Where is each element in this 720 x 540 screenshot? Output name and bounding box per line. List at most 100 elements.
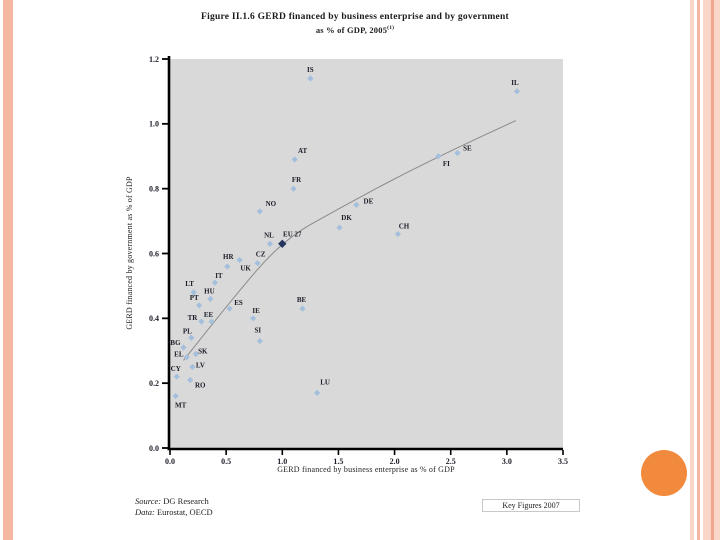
data-point-label-CH: CH xyxy=(399,223,410,231)
data-point-label-BG: BG xyxy=(170,339,181,347)
data-point-EL xyxy=(183,354,190,361)
data-point-PL xyxy=(188,334,195,341)
figure-title-line1: Figure II.1.6 GERD financed by business … xyxy=(201,12,509,22)
data-point-HR xyxy=(224,263,231,270)
data-point-label-DE: DE xyxy=(364,197,374,205)
x-tick-label: 2.5 xyxy=(446,457,456,466)
data-point-UK xyxy=(236,256,243,264)
x-tick-label: 0.0 xyxy=(165,457,175,466)
data-text: Eurostat, OECD xyxy=(156,507,213,517)
data-point-label-RO: RO xyxy=(195,381,206,389)
data-point-label-FR: FR xyxy=(292,176,302,184)
data-point-DK xyxy=(336,224,343,231)
data-point-SK xyxy=(192,350,199,358)
data-point-PT xyxy=(196,302,203,309)
data-point-IL xyxy=(513,88,521,95)
data-point-NO xyxy=(256,208,263,215)
data-label: Data: xyxy=(135,507,155,517)
data-point-label-EE: EE xyxy=(204,311,214,319)
figure-title-footnote-marker: (1) xyxy=(387,25,395,31)
source-label: Source: xyxy=(135,496,162,506)
x-tick-label: 2.0 xyxy=(390,457,400,466)
data-point-BE xyxy=(299,305,306,312)
data-point-label-ES: ES xyxy=(234,299,243,307)
data-point-RO xyxy=(187,376,194,384)
data-point-MT xyxy=(172,393,179,400)
data-point-label-NL: NL xyxy=(264,231,274,239)
y-tick-label: 1.0 xyxy=(149,120,159,129)
right-border-stripe-1 xyxy=(690,0,694,540)
y-tick-label: 1.2 xyxy=(149,55,159,64)
x-tick-label: 0.5 xyxy=(221,457,231,466)
data-point-label-UK: UK xyxy=(240,264,251,272)
data-point-label-IL: IL xyxy=(511,79,519,87)
data-point-label-IT: IT xyxy=(215,272,223,280)
data-point-label-HR: HR xyxy=(223,253,234,261)
data-point-LV xyxy=(189,363,196,371)
data-point-label-LT: LT xyxy=(185,280,194,288)
y-tick-label: 0.4 xyxy=(149,314,159,323)
data-point-SI xyxy=(256,337,263,345)
y-tick-label: 0.8 xyxy=(149,184,159,193)
data-point-IE xyxy=(249,315,257,322)
figure-title-line2: as % of GDP, 2005(1) xyxy=(110,23,600,36)
data-point-FR xyxy=(290,185,297,192)
data-point-HU xyxy=(207,295,214,302)
data-point-label-CZ: CZ xyxy=(256,251,266,259)
data-point-label-EL: EL xyxy=(174,351,184,359)
right-border-stripe-3 xyxy=(703,0,711,540)
data-point-label-IE: IE xyxy=(252,307,260,315)
data-point-label-CY: CY xyxy=(171,365,181,373)
data-point-TR xyxy=(198,318,205,325)
data-point-NL xyxy=(266,240,274,247)
y-axis-title: GERD financed by government as % of GDP xyxy=(125,176,134,330)
right-border-stripe-4 xyxy=(711,0,714,540)
data-point-DE xyxy=(353,201,360,208)
data-point-label-PT: PT xyxy=(190,294,199,302)
key-figures-label: Key Figures 2007 xyxy=(482,499,580,512)
right-border-stripe-5 xyxy=(714,0,720,540)
data-point-label-LU: LU xyxy=(320,378,330,386)
data-point-CZ xyxy=(254,260,261,267)
data-point-label-DK: DK xyxy=(341,214,352,222)
data-point-LU xyxy=(313,389,321,396)
figure-title-line2-text: as % of GDP, 2005 xyxy=(315,24,388,35)
x-tick-label: 1.0 xyxy=(277,457,287,466)
y-tick-label: 0.0 xyxy=(149,444,159,453)
data-point-label-IS: IS xyxy=(307,66,314,74)
data-point-label-PL: PL xyxy=(183,327,192,335)
data-point-FI xyxy=(435,153,442,160)
data-point-label-HU: HU xyxy=(204,287,215,295)
data-point-CY xyxy=(173,373,180,380)
data-point-SE xyxy=(454,149,461,157)
data-point-LT xyxy=(190,289,197,296)
x-axis-title: GERD financed by business enterprise as … xyxy=(277,465,455,474)
figure-title: Figure II.1.6 GERD financed by business … xyxy=(110,11,600,36)
data-point-EU27 xyxy=(278,239,287,248)
data-point-label-SE: SE xyxy=(463,145,472,153)
y-tick-label: 0.2 xyxy=(149,379,159,388)
left-border-stripe xyxy=(3,0,13,540)
data-point-label-NO: NO xyxy=(266,200,277,208)
data-point-label-SK: SK xyxy=(198,347,208,355)
data-point-BG xyxy=(180,344,187,351)
data-point-IS xyxy=(307,75,314,82)
data-point-CH xyxy=(394,230,402,238)
plot-area xyxy=(170,59,563,448)
source-text: DG Research xyxy=(163,496,209,506)
data-point-IT xyxy=(211,279,219,286)
data-point-label-EU27: EU 27 xyxy=(283,230,302,238)
y-tick-label: 0.6 xyxy=(149,249,159,258)
data-point-label-SI: SI xyxy=(255,327,262,335)
data-point-AT xyxy=(291,156,298,163)
accent-circle xyxy=(641,450,687,496)
data-point-label-BE: BE xyxy=(297,296,307,304)
right-border-stripe-2 xyxy=(697,0,700,540)
x-tick-label: 3.5 xyxy=(558,457,568,466)
source-line: Source: DG Research xyxy=(135,496,213,507)
data-point-label-LV: LV xyxy=(196,361,205,369)
data-point-label-FI: FI xyxy=(443,160,450,168)
x-tick-label: 3.0 xyxy=(502,457,512,466)
data-point-ES xyxy=(226,305,233,312)
